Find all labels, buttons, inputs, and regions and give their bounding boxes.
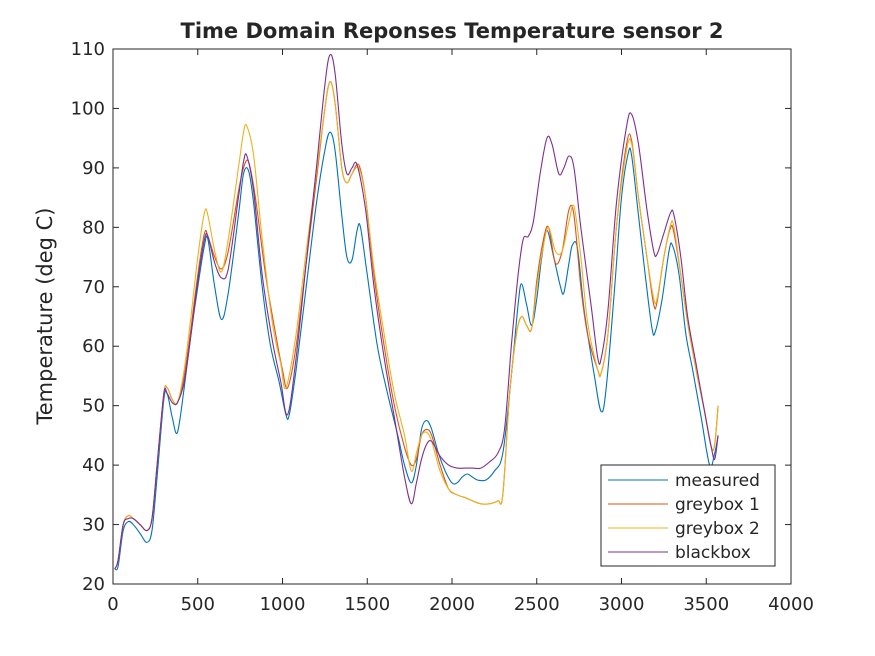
- legend-label: greybox 1: [675, 495, 760, 515]
- legend-box: [600, 464, 776, 567]
- x-tick-label: 1000: [260, 594, 306, 615]
- y-tick-label: 110: [71, 39, 105, 60]
- y-tick-label: 20: [82, 574, 105, 595]
- x-tick-label: 3500: [683, 594, 729, 615]
- legend-label: measured: [675, 471, 760, 491]
- y-tick-label: 30: [82, 515, 105, 536]
- x-tick-label: 2500: [514, 594, 560, 615]
- x-tick-label: 0: [107, 594, 118, 615]
- axis-ticks: 0 500 1000 1500 2000 2500 3000 3500 4000 20 30 40 50…: [71, 39, 814, 615]
- legend-label: greybox 2: [675, 519, 760, 539]
- y-axis-label: Temperature (deg C): [33, 207, 57, 425]
- series-line-greybox-2: [114, 81, 719, 570]
- series-line-measured: [114, 131, 719, 571]
- legend-label: blackbox: [675, 543, 751, 563]
- series-line-blackbox: [114, 53, 719, 570]
- y-tick-label: 70: [82, 277, 105, 298]
- y-tick-label: 40: [82, 455, 105, 476]
- x-tick-label: 2000: [429, 594, 475, 615]
- x-tick-label: 500: [181, 594, 215, 615]
- x-tick-label: 4000: [768, 594, 814, 615]
- chart-title: Time Domain Reponses Temperature sensor …: [181, 19, 724, 43]
- legend: measured greybox 1 greybox 2 blackbox: [600, 464, 776, 567]
- series-layer: [114, 53, 719, 571]
- x-tick-label: 3000: [599, 594, 645, 615]
- y-tick-label: 100: [71, 98, 105, 119]
- x-tick-label: 1500: [344, 594, 390, 615]
- y-tick-label: 50: [82, 396, 105, 417]
- y-tick-label: 80: [82, 217, 105, 238]
- y-tick-label: 90: [82, 158, 105, 179]
- y-tick-label: 60: [82, 336, 105, 357]
